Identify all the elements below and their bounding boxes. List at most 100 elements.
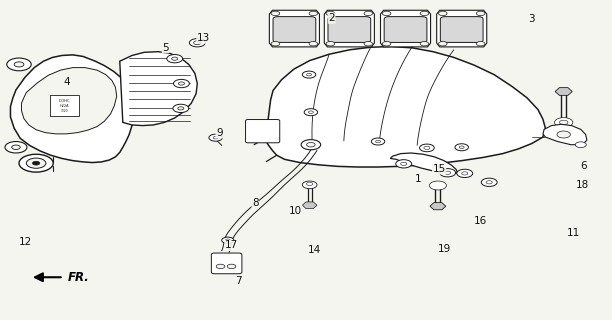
Text: 14: 14: [307, 245, 321, 255]
Text: 15: 15: [433, 164, 446, 174]
Circle shape: [308, 111, 313, 114]
Circle shape: [32, 161, 40, 165]
Polygon shape: [302, 202, 317, 209]
Circle shape: [26, 158, 46, 168]
Text: FR.: FR.: [68, 271, 89, 284]
Polygon shape: [437, 10, 487, 47]
Circle shape: [302, 71, 316, 78]
Circle shape: [209, 134, 222, 141]
Circle shape: [455, 144, 468, 151]
Polygon shape: [390, 153, 457, 174]
Polygon shape: [430, 203, 446, 210]
FancyBboxPatch shape: [328, 17, 371, 43]
Circle shape: [364, 11, 373, 16]
Circle shape: [401, 162, 407, 165]
Circle shape: [309, 42, 318, 46]
Text: 16: 16: [474, 216, 487, 226]
Text: 13: 13: [197, 33, 210, 43]
Circle shape: [14, 62, 24, 67]
FancyBboxPatch shape: [211, 253, 242, 274]
Polygon shape: [264, 47, 545, 167]
Circle shape: [476, 11, 485, 16]
Circle shape: [271, 42, 280, 46]
Circle shape: [430, 181, 446, 190]
Circle shape: [222, 237, 234, 244]
Circle shape: [307, 73, 312, 76]
Text: 3: 3: [529, 14, 536, 24]
Text: 18: 18: [575, 180, 589, 190]
Circle shape: [481, 178, 497, 187]
Circle shape: [7, 58, 31, 71]
Circle shape: [476, 42, 485, 46]
Circle shape: [19, 154, 53, 172]
Polygon shape: [10, 55, 136, 163]
Text: DOHC: DOHC: [59, 100, 70, 103]
Circle shape: [396, 160, 412, 168]
Circle shape: [486, 181, 492, 184]
Circle shape: [444, 171, 450, 174]
FancyBboxPatch shape: [384, 17, 427, 43]
Text: 6: 6: [581, 161, 587, 172]
Polygon shape: [269, 10, 319, 47]
FancyBboxPatch shape: [441, 17, 483, 43]
Circle shape: [371, 138, 385, 145]
Circle shape: [171, 57, 177, 60]
Polygon shape: [120, 52, 197, 125]
Text: 2: 2: [328, 13, 335, 23]
Circle shape: [424, 146, 430, 149]
Text: 17: 17: [225, 240, 238, 250]
Polygon shape: [543, 124, 587, 145]
Circle shape: [301, 140, 321, 150]
Circle shape: [420, 42, 429, 46]
Circle shape: [575, 142, 586, 148]
Circle shape: [225, 239, 230, 242]
Circle shape: [440, 169, 455, 177]
Circle shape: [177, 107, 184, 110]
Polygon shape: [555, 88, 572, 95]
Circle shape: [364, 42, 373, 46]
Text: 1320: 1320: [61, 108, 69, 113]
Text: 7: 7: [236, 276, 242, 286]
Circle shape: [309, 11, 318, 16]
Circle shape: [227, 264, 236, 269]
Circle shape: [461, 172, 468, 175]
Polygon shape: [324, 10, 375, 47]
Circle shape: [420, 144, 435, 152]
Circle shape: [382, 42, 391, 46]
Text: 12: 12: [18, 237, 32, 247]
Circle shape: [457, 169, 472, 178]
Circle shape: [326, 11, 335, 16]
Circle shape: [189, 39, 205, 47]
Polygon shape: [381, 10, 431, 47]
Text: 9: 9: [216, 128, 223, 138]
Circle shape: [559, 120, 568, 124]
Circle shape: [557, 131, 570, 138]
FancyBboxPatch shape: [273, 17, 316, 43]
Text: 4: 4: [63, 77, 70, 87]
Circle shape: [173, 104, 188, 113]
Text: 5: 5: [162, 43, 169, 53]
Polygon shape: [21, 68, 117, 134]
Text: 10: 10: [289, 206, 302, 216]
Circle shape: [554, 118, 573, 127]
Circle shape: [173, 79, 189, 88]
Circle shape: [439, 11, 447, 16]
Circle shape: [459, 146, 464, 148]
Circle shape: [382, 11, 391, 16]
Circle shape: [178, 82, 184, 85]
Circle shape: [307, 182, 313, 186]
Text: 1: 1: [414, 174, 421, 184]
Circle shape: [216, 264, 225, 269]
Circle shape: [420, 11, 429, 16]
Circle shape: [304, 109, 318, 116]
Circle shape: [271, 11, 280, 16]
Circle shape: [5, 141, 27, 153]
Text: 19: 19: [438, 244, 450, 253]
Circle shape: [376, 140, 381, 143]
Text: 8: 8: [252, 198, 259, 208]
Text: H22A: H22A: [60, 104, 70, 108]
Circle shape: [326, 42, 335, 46]
Circle shape: [193, 41, 201, 45]
FancyBboxPatch shape: [245, 120, 280, 143]
Text: 11: 11: [567, 228, 580, 238]
